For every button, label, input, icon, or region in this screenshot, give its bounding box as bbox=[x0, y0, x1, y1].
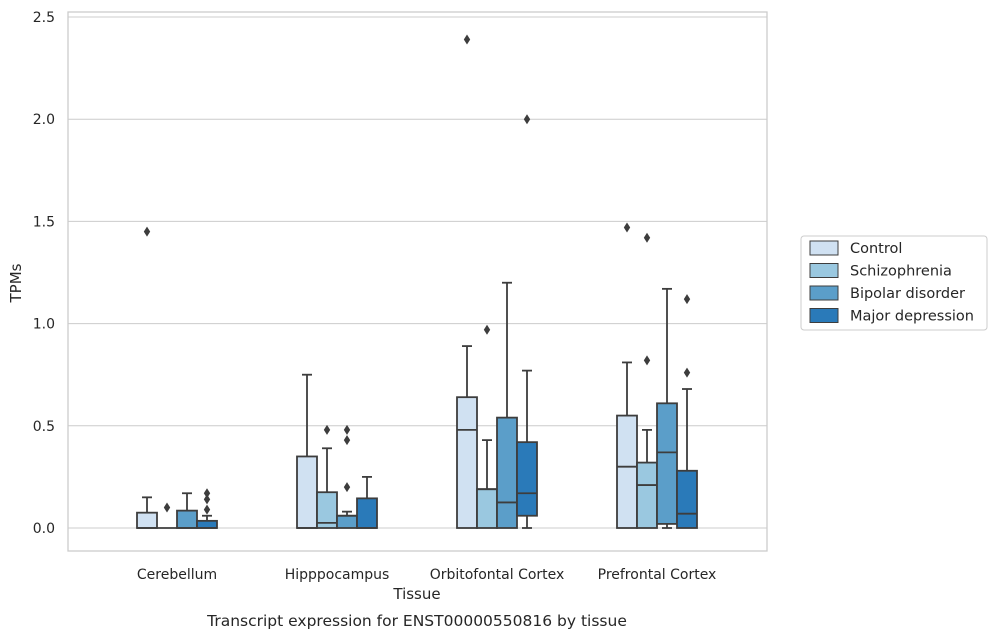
x-tick-label: Hipppocampus bbox=[285, 567, 390, 583]
outlier-point bbox=[203, 494, 211, 505]
outlier-point bbox=[523, 114, 531, 125]
box-iqr bbox=[636, 461, 658, 529]
box-iqr bbox=[356, 497, 378, 529]
box-major-depression bbox=[676, 294, 698, 529]
outlier-point bbox=[203, 488, 211, 499]
box-schizophrenia bbox=[636, 232, 658, 529]
box-iqr bbox=[136, 511, 158, 529]
box-major-depression bbox=[356, 475, 378, 529]
box-iqr bbox=[196, 519, 218, 529]
box-schizophrenia bbox=[157, 502, 177, 529]
box-iqr bbox=[456, 396, 478, 529]
outlier-point bbox=[343, 482, 351, 493]
plot-border bbox=[67, 11, 768, 552]
outlier-point bbox=[683, 367, 691, 378]
box-iqr bbox=[656, 402, 678, 525]
outlier-point bbox=[643, 232, 651, 243]
y-tick-label: 2.5 bbox=[33, 10, 55, 26]
outlier-point bbox=[623, 222, 631, 233]
outlier-point bbox=[323, 424, 331, 435]
y-axis-label: TPMs bbox=[7, 263, 25, 303]
box-major-depression bbox=[516, 114, 538, 529]
outlier-point bbox=[683, 294, 691, 305]
box-bipolar-disorder bbox=[336, 424, 358, 529]
box-iqr bbox=[476, 488, 498, 529]
legend-swatch bbox=[809, 285, 839, 301]
x-axis-label: Tissue bbox=[392, 585, 440, 603]
outlier-point bbox=[143, 226, 151, 237]
outlier-point bbox=[643, 355, 651, 366]
y-tick-label: 1.5 bbox=[33, 214, 55, 230]
y-axis-ticks: 0.0 0.5 1.0 1.5 2.0 2.5 bbox=[33, 10, 55, 537]
box-bipolar-disorder bbox=[176, 492, 198, 529]
box-iqr bbox=[296, 455, 318, 529]
y-tick-label: 2.0 bbox=[33, 112, 55, 128]
outlier-point bbox=[343, 424, 351, 435]
box-iqr bbox=[176, 509, 198, 529]
chart-caption: Transcript expression for ENST0000055081… bbox=[206, 612, 627, 630]
outlier-point bbox=[163, 502, 171, 513]
legend-entry-label: Major depression bbox=[850, 309, 974, 325]
legend-entry-label: Bipolar disorder bbox=[850, 286, 965, 302]
box-schizophrenia bbox=[316, 424, 338, 529]
box-schizophrenia bbox=[476, 324, 498, 529]
box-bipolar-disorder bbox=[496, 281, 518, 529]
legend: Control Schizophrenia Bipolar disorder Majo… bbox=[800, 235, 988, 331]
x-tick-label: Cerebellum bbox=[137, 567, 217, 583]
box-major-depression bbox=[196, 488, 218, 529]
box-iqr bbox=[336, 514, 358, 529]
box-plot-series bbox=[136, 34, 698, 529]
box-iqr bbox=[616, 414, 638, 529]
legend-swatch bbox=[809, 263, 839, 278]
legend-swatch bbox=[809, 308, 839, 323]
outlier-point bbox=[203, 504, 211, 515]
box-iqr bbox=[676, 469, 698, 529]
x-tick-label: Prefrontal Cortex bbox=[598, 567, 717, 583]
box-iqr bbox=[316, 491, 338, 529]
y-tick-label: 1.0 bbox=[33, 317, 55, 333]
box-control bbox=[456, 34, 478, 529]
legend-entry-label: Control bbox=[850, 241, 902, 257]
box-bipolar-disorder bbox=[656, 287, 678, 529]
y-tick-label: 0.0 bbox=[33, 521, 55, 537]
outlier-point bbox=[483, 324, 491, 335]
y-tick-label: 0.5 bbox=[33, 419, 55, 435]
box-control bbox=[296, 373, 318, 529]
plot-frame bbox=[67, 11, 768, 552]
legend-frame bbox=[800, 235, 988, 331]
outlier-point bbox=[463, 34, 471, 45]
box-control bbox=[136, 226, 158, 529]
box-control bbox=[616, 222, 638, 529]
box-iqr bbox=[516, 441, 538, 517]
box-iqr bbox=[496, 416, 518, 529]
legend-entry-label: Schizophrenia bbox=[850, 264, 952, 280]
legend-swatch bbox=[809, 240, 839, 256]
x-tick-label: Orbitofontal Cortex bbox=[430, 567, 565, 583]
x-axis-ticks: Cerebellum Hipppocampus Orbitofontal Corte… bbox=[137, 567, 716, 583]
outlier-point bbox=[343, 435, 351, 446]
